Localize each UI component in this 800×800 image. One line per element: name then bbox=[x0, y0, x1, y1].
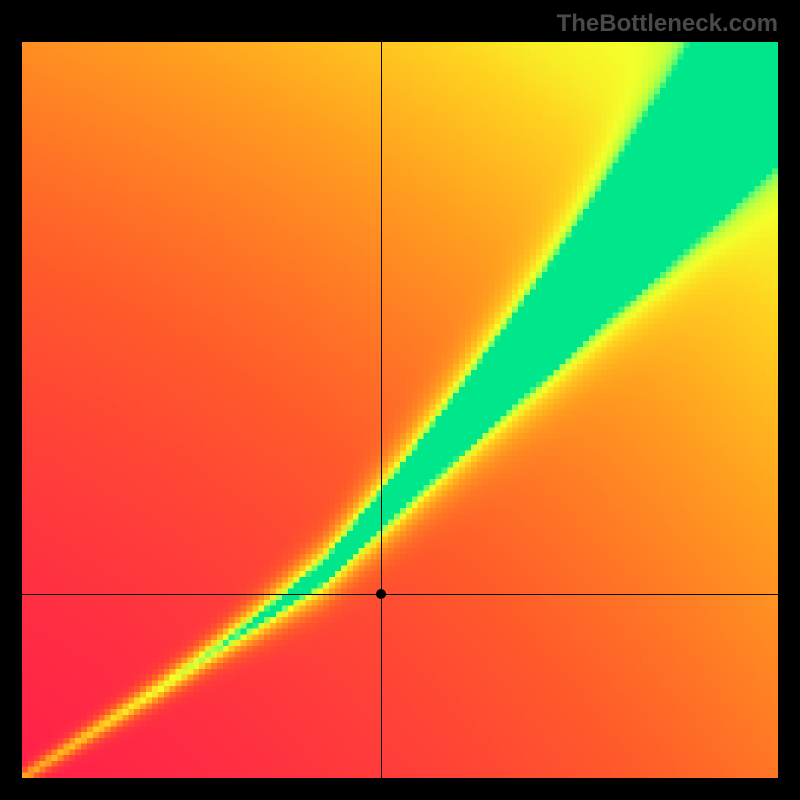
crosshair-vertical bbox=[381, 42, 382, 778]
plot-area bbox=[22, 42, 778, 778]
crosshair-horizontal bbox=[22, 594, 778, 595]
watermark-text: TheBottleneck.com bbox=[557, 10, 778, 38]
heatmap-canvas bbox=[22, 42, 778, 778]
